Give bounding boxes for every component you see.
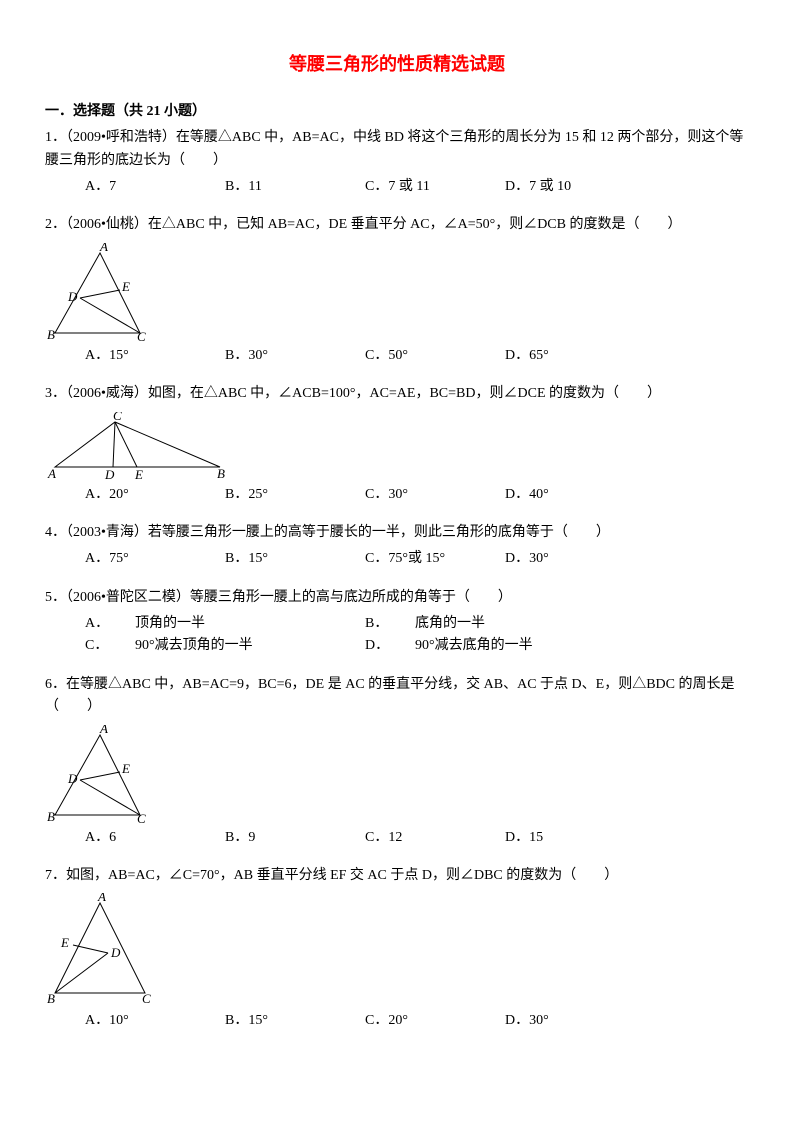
page-title: 等腰三角形的性质精选试题 bbox=[45, 50, 749, 79]
q7-choice-c: C．20° bbox=[365, 1010, 505, 1032]
q7-choice-b: B．15° bbox=[225, 1010, 365, 1032]
q5-choice-a: 顶角的一半 bbox=[135, 613, 365, 635]
q6-choice-b: B．9 bbox=[225, 827, 365, 849]
q7-choice-d: D．30° bbox=[505, 1010, 645, 1032]
q2-choice-c: C．50° bbox=[365, 345, 505, 367]
svg-text:A: A bbox=[97, 893, 106, 904]
q1-choice-d: D．7 或 10 bbox=[505, 176, 645, 198]
section-header: 一．选择题（共 21 小题） bbox=[45, 101, 749, 123]
q7-choice-a: A．10° bbox=[85, 1010, 225, 1032]
q3-choice-a: A．20° bbox=[85, 484, 225, 506]
question-4: 4．（2003•青海）若等腰三角形一腰上的高等于腰长的一半，则此三角形的底角等于… bbox=[45, 522, 749, 571]
svg-text:C: C bbox=[137, 329, 146, 343]
q5-choice-b: 底角的一半 bbox=[415, 613, 645, 635]
q6-choice-c: C．12 bbox=[365, 827, 505, 849]
svg-text:D: D bbox=[67, 771, 78, 786]
svg-text:D: D bbox=[67, 289, 78, 304]
svg-text:C: C bbox=[142, 991, 151, 1006]
q5-choice-c-label: C． bbox=[85, 635, 135, 657]
svg-text:A: A bbox=[99, 725, 108, 736]
svg-text:E: E bbox=[121, 279, 130, 294]
q1-choice-b: B．11 bbox=[225, 176, 365, 198]
q6-choice-d: D．15 bbox=[505, 827, 645, 849]
q2-choice-a: A．15° bbox=[85, 345, 225, 367]
q5-choice-c: 90°减去顶角的一半 bbox=[135, 635, 365, 657]
q2-text: 2．（2006•仙桃）在△ABC 中，已知 AB=AC，DE 垂直平分 AC，∠… bbox=[45, 214, 749, 236]
q6-choices: A．6 B．9 C．12 D．15 bbox=[45, 827, 749, 849]
q3-figure: C A D E B bbox=[45, 412, 749, 482]
q3-choice-c: C．30° bbox=[365, 484, 505, 506]
question-5: 5．（2006•普陀区二模）等腰三角形一腰上的高与底边所成的角等于（ ） A． … bbox=[45, 587, 749, 658]
question-6: 6．在等腰△ABC 中，AB=AC=9，BC=6，DE 是 AC 的垂直平分线，… bbox=[45, 674, 749, 849]
svg-text:A: A bbox=[47, 466, 56, 481]
q4-choice-c: C．75°或 15° bbox=[365, 548, 505, 570]
q4-choice-d: D．30° bbox=[505, 548, 645, 570]
q4-text: 4．（2003•青海）若等腰三角形一腰上的高等于腰长的一半，则此三角形的底角等于… bbox=[45, 522, 749, 544]
q6-text: 6．在等腰△ABC 中，AB=AC=9，BC=6，DE 是 AC 的垂直平分线，… bbox=[45, 674, 749, 719]
q5-choice-d: 90°减去底角的一半 bbox=[415, 635, 645, 657]
q3-text: 3．（2006•威海）如图，在△ABC 中，∠ACB=100°，AC=AE，BC… bbox=[45, 383, 749, 405]
q5-choice-b-label: B． bbox=[365, 613, 415, 635]
q4-choice-b: B．15° bbox=[225, 548, 365, 570]
q4-choice-a: A．75° bbox=[85, 548, 225, 570]
question-3: 3．（2006•威海）如图，在△ABC 中，∠ACB=100°，AC=AE，BC… bbox=[45, 383, 749, 506]
q7-figure: A B C E D bbox=[45, 893, 749, 1008]
q1-choice-a: A．7 bbox=[85, 176, 225, 198]
q3-choices: A．20° B．25° C．30° D．40° bbox=[45, 484, 749, 506]
svg-text:E: E bbox=[60, 935, 69, 950]
q4-choices: A．75° B．15° C．75°或 15° D．30° bbox=[45, 548, 749, 570]
svg-text:B: B bbox=[47, 327, 55, 342]
svg-text:C: C bbox=[137, 811, 146, 825]
q7-text: 7．如图，AB=AC，∠C=70°，AB 垂直平分线 EF 交 AC 于点 D，… bbox=[45, 865, 749, 887]
svg-text:D: D bbox=[104, 467, 115, 482]
q3-choice-d: D．40° bbox=[505, 484, 645, 506]
q5-choice-a-label: A． bbox=[85, 613, 135, 635]
question-7: 7．如图，AB=AC，∠C=70°，AB 垂直平分线 EF 交 AC 于点 D，… bbox=[45, 865, 749, 1033]
svg-text:B: B bbox=[47, 809, 55, 824]
q2-choice-b: B．30° bbox=[225, 345, 365, 367]
svg-text:A: A bbox=[99, 243, 108, 254]
q2-figure: A B C D E bbox=[45, 243, 749, 343]
svg-text:C: C bbox=[113, 412, 122, 423]
question-2: 2．（2006•仙桃）在△ABC 中，已知 AB=AC，DE 垂直平分 AC，∠… bbox=[45, 214, 749, 367]
q2-choices: A．15° B．30° C．50° D．65° bbox=[45, 345, 749, 367]
q5-choices: A． 顶角的一半 B． 底角的一半 C． 90°减去顶角的一半 D． 90°减去… bbox=[45, 613, 749, 658]
q1-text: 1．（2009•呼和浩特）在等腰△ABC 中，AB=AC，中线 BD 将这个三角… bbox=[45, 127, 749, 172]
q6-figure: A B C D E bbox=[45, 725, 749, 825]
svg-text:E: E bbox=[134, 467, 143, 482]
q1-choice-c: C．7 或 11 bbox=[365, 176, 505, 198]
question-1: 1．（2009•呼和浩特）在等腰△ABC 中，AB=AC，中线 BD 将这个三角… bbox=[45, 127, 749, 198]
q5-text: 5．（2006•普陀区二模）等腰三角形一腰上的高与底边所成的角等于（ ） bbox=[45, 587, 749, 609]
svg-text:D: D bbox=[110, 945, 121, 960]
q1-choices: A．7 B．11 C．7 或 11 D．7 或 10 bbox=[45, 176, 749, 198]
svg-text:B: B bbox=[217, 466, 225, 481]
q5-choice-d-label: D． bbox=[365, 635, 415, 657]
q2-choice-d: D．65° bbox=[505, 345, 645, 367]
svg-text:E: E bbox=[121, 761, 130, 776]
q6-choice-a: A．6 bbox=[85, 827, 225, 849]
q3-choice-b: B．25° bbox=[225, 484, 365, 506]
svg-text:B: B bbox=[47, 991, 55, 1006]
q7-choices: A．10° B．15° C．20° D．30° bbox=[45, 1010, 749, 1032]
